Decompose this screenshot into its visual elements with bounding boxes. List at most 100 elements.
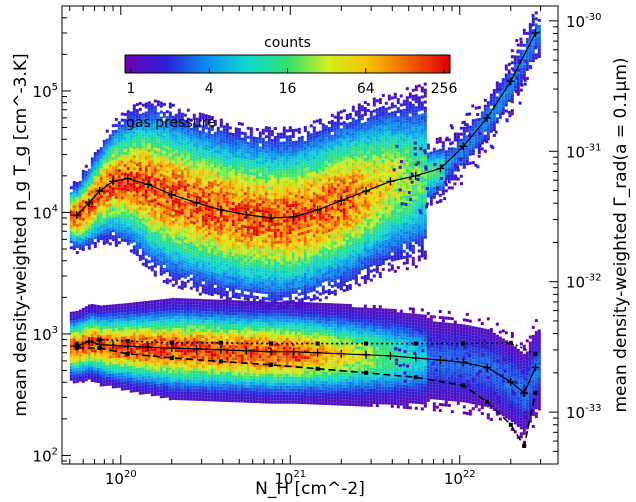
- heatmap-cell: [120, 232, 124, 236]
- heatmap-cell: [168, 261, 172, 265]
- heatmap-cell: [156, 256, 160, 260]
- heatmap-cell: [189, 139, 193, 143]
- heatmap-cell: [84, 312, 88, 316]
- heatmap-cell: [132, 308, 136, 312]
- heatmap-cell: [240, 179, 244, 183]
- heatmap-cell: [243, 165, 247, 169]
- heatmap-cell: [108, 188, 112, 192]
- heatmap-cell: [75, 242, 79, 245]
- heatmap-cell: [228, 276, 232, 280]
- heatmap-cell: [96, 203, 100, 207]
- heatmap-cell: [216, 392, 220, 396]
- heatmap-cell: [198, 244, 202, 248]
- heatmap-cell: [69, 365, 73, 369]
- heatmap-cell: [141, 124, 145, 128]
- heatmap-cell: [135, 305, 139, 308]
- heatmap-cell: [93, 158, 97, 161]
- heatmap-cell: [216, 285, 220, 289]
- heatmap-cell: [168, 237, 172, 241]
- heatmap-cell: [252, 208, 256, 212]
- heatmap-cell: [204, 117, 208, 121]
- heatmap-cell: [258, 179, 262, 183]
- heatmap-cell: [234, 280, 238, 284]
- heatmap-cell: [210, 203, 214, 206]
- heatmap-cell: [132, 359, 136, 363]
- heatmap-cell: [219, 335, 223, 339]
- heatmap-cell: [114, 129, 118, 133]
- heatmap-cell: [243, 141, 247, 145]
- heatmap-cell: [225, 146, 229, 150]
- heatmap-cell: [192, 116, 196, 120]
- heatmap-cell: [111, 205, 115, 209]
- heatmap-cell: [198, 331, 202, 335]
- heatmap-cell: [240, 266, 244, 270]
- heatmap-cell: [174, 212, 178, 216]
- heatmap-cell: [204, 162, 208, 166]
- heatmap-cell: [210, 245, 214, 248]
- heatmap-cell: [132, 233, 136, 237]
- heatmap-cell: [81, 376, 85, 380]
- heatmap-cell: [177, 273, 181, 277]
- heatmap-cell: [144, 355, 148, 358]
- heatmap-cell: [216, 288, 220, 292]
- heatmap-cell: [201, 344, 205, 348]
- heatmap-cell: [174, 245, 178, 249]
- heatmap-cell: [222, 308, 226, 312]
- heatmap-cell: [219, 256, 223, 260]
- heatmap-cell: [222, 212, 226, 216]
- heatmap-cell: [153, 114, 157, 118]
- heatmap-cell: [72, 353, 76, 357]
- heatmap-cell: [225, 242, 229, 246]
- heatmap-cell: [147, 333, 151, 337]
- heatmap-cell: [141, 136, 145, 140]
- heatmap-cell: [174, 134, 178, 138]
- heatmap-cell: [153, 177, 157, 181]
- heatmap-cell: [102, 199, 106, 203]
- heatmap-cell: [102, 211, 106, 215]
- heatmap-cell: [198, 328, 202, 332]
- heatmap-cell: [210, 323, 214, 327]
- heatmap-cell: [183, 307, 187, 311]
- heatmap-cell: [225, 194, 229, 198]
- heatmap-cell: [237, 122, 241, 126]
- heatmap-cell: [72, 217, 76, 221]
- heatmap-cell: [165, 301, 169, 305]
- heatmap-cell: [237, 303, 241, 307]
- heatmap-cell: [249, 283, 253, 287]
- heatmap-cell: [123, 181, 127, 185]
- heatmap-cell: [162, 180, 166, 184]
- heatmap-cell: [162, 141, 166, 145]
- heatmap-cell: [90, 166, 94, 170]
- heatmap-cell: [207, 151, 211, 155]
- heatmap-cell: [252, 145, 256, 149]
- heatmap-cell: [195, 159, 199, 163]
- heatmap-cell: [183, 158, 187, 162]
- heatmap-cell: [162, 204, 166, 208]
- heatmap-cell: [162, 228, 166, 232]
- heatmap-cell: [168, 111, 172, 115]
- heatmap-cell: [162, 335, 166, 338]
- heatmap-cell: [165, 218, 169, 222]
- heatmap-cell: [84, 185, 88, 189]
- heatmap-cell: [150, 127, 154, 131]
- heatmap-cell: [108, 137, 112, 141]
- heatmap-cell: [240, 143, 244, 147]
- heatmap-cell: [132, 173, 136, 177]
- heatmap-cell: [75, 370, 79, 374]
- heatmap-cell: [75, 379, 79, 383]
- heatmap-cell: [210, 215, 214, 218]
- heatmap-cell: [141, 199, 145, 203]
- heatmap-cell: [69, 195, 73, 199]
- heatmap-cell: [165, 116, 169, 120]
- heatmap-cell: [219, 121, 223, 125]
- heatmap-cell: [135, 202, 139, 206]
- heatmap-cell: [174, 257, 178, 261]
- heatmap-cell: [222, 245, 226, 249]
- heatmap-cell: [207, 118, 211, 122]
- heatmap-cell: [213, 392, 217, 396]
- heatmap-cell: [210, 152, 214, 155]
- heatmap-cell: [144, 261, 148, 265]
- heatmap-cell: [213, 305, 217, 309]
- heatmap-cell: [231, 226, 235, 229]
- heatmap-cell: [216, 371, 220, 375]
